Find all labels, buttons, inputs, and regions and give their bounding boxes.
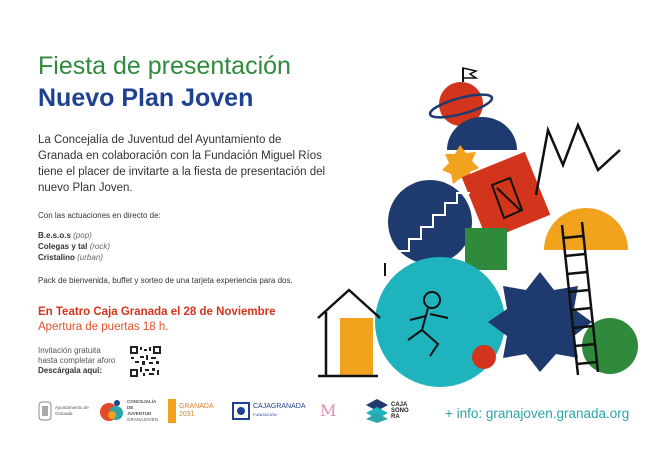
download-label: Descárgala aquí: [38, 366, 103, 375]
subtitle: Nuevo Plan Joven [38, 84, 254, 112]
title: Fiesta de presentación [38, 52, 291, 80]
band-genre: (pop) [73, 231, 92, 240]
planet-ring [428, 93, 494, 119]
planet-shape [439, 82, 483, 126]
invite-line-1: Invitación gratuita [38, 346, 101, 355]
band-name: Cristalino [38, 253, 75, 262]
caja-sonora-icon [366, 399, 388, 423]
logo-caja-sonora[interactable]: CAJA SONO RA [366, 396, 413, 426]
logo-concejalia[interactable]: CONCEJALÍA DE JUVENTUD GRANAJOVEN [100, 396, 159, 426]
logo-text: CONCEJALÍA DE JUVENTUD [127, 399, 157, 416]
flag-icon [462, 67, 479, 82]
pack-text: Pack de bienvenida, buffet y sorteo de u… [38, 276, 293, 285]
logo-granada-2031[interactable]: GRANADA 2031 [168, 396, 219, 426]
qr-code[interactable] [130, 346, 161, 377]
house-outline [317, 288, 381, 378]
logo-subtext: FUNDACIÓN [253, 412, 277, 417]
svg-text:M: M [320, 401, 336, 420]
illustration [317, 67, 638, 387]
runner-figure [407, 291, 449, 357]
logo-ayuntamiento[interactable]: Ayuntamiento de Granada [38, 396, 97, 426]
stairs [384, 192, 470, 275]
cajagranada-icon [232, 402, 250, 420]
intro-text: La Concejalía de Juventud del Ayuntamien… [38, 134, 326, 194]
info-link[interactable]: + info: granajoven.granada.org [445, 406, 630, 421]
band-1: B.e.s.o.s (pop) [38, 231, 92, 240]
ladder [560, 221, 600, 376]
navy-star [488, 272, 592, 372]
doors-text: Apertura de puertas 18 h. [38, 321, 169, 333]
concejalia-icon [100, 400, 123, 421]
logo-miguel-rios[interactable]: M [320, 396, 336, 426]
logo-text: CAJAGRANADA [253, 403, 306, 410]
band-3: Cristalino (urban) [38, 253, 103, 262]
band-genre: (urban) [77, 253, 103, 262]
lineup-label: Con las actuaciones en directo de: [38, 211, 161, 220]
yellow-half-circle [544, 208, 628, 250]
logo-cajagranada[interactable]: CAJAGRANADA FUNDACIÓN [232, 396, 306, 426]
mountain-outline [534, 121, 621, 196]
navy-half-circle [447, 117, 517, 150]
band-genre: (rock) [89, 242, 111, 251]
fmr-icon: M [320, 401, 336, 420]
red-small-circle [472, 345, 496, 369]
logo-subtext: GRANAJOVEN [127, 417, 159, 422]
band-name: B.e.s.o.s [38, 231, 71, 240]
green-square [465, 228, 507, 270]
house-fill [340, 318, 373, 376]
coat-of-arms-icon [38, 401, 52, 421]
logo-text: Ayuntamiento de Granada [55, 405, 89, 416]
band-2: Colegas y tal (rock) [38, 242, 110, 251]
logo-text: CAJA SONO RA [391, 402, 409, 420]
venue-text: En Teatro Caja Granada el 28 de Noviembr… [38, 306, 276, 318]
invite-line-2: hasta completar aforo [38, 356, 116, 365]
band-name: Colegas y tal [38, 242, 88, 251]
logo-text: GRANADA 2031 [179, 403, 214, 418]
granada-2031-icon [168, 399, 176, 423]
